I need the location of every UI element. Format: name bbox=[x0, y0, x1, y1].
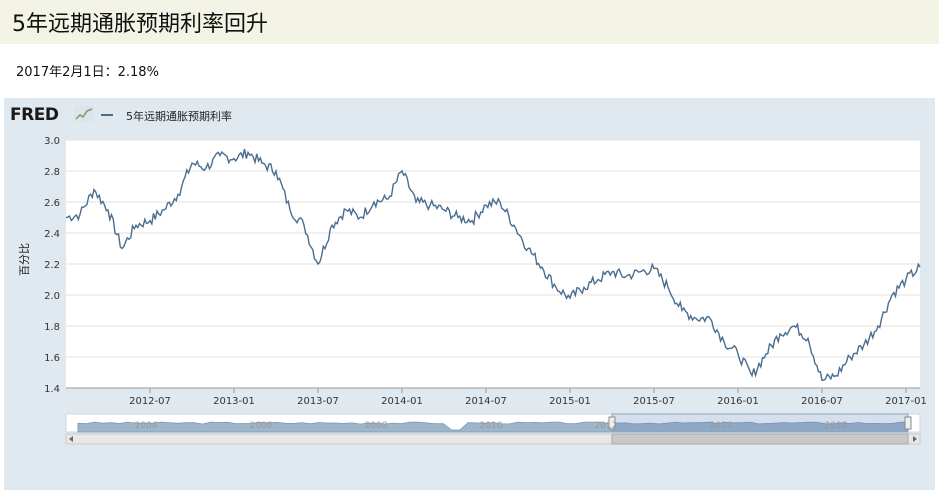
scroll-right-icon[interactable] bbox=[913, 436, 917, 442]
page-title: 5年远期通胀预期利率回升 bbox=[12, 12, 268, 37]
x-tick-label: 2015-07 bbox=[633, 396, 675, 407]
x-tick-label: 2014-01 bbox=[381, 396, 423, 407]
x-tick-label: 2013-07 bbox=[297, 396, 339, 407]
y-tick-label: 2.2 bbox=[44, 260, 60, 271]
x-tick-label: 2013-01 bbox=[213, 396, 255, 407]
navigator-year-label: 2004 bbox=[135, 421, 158, 431]
y-tick-label: 2.0 bbox=[44, 291, 60, 302]
x-tick-label: 2014-07 bbox=[465, 396, 507, 407]
legend-swatch bbox=[101, 114, 113, 116]
title-bar: 5年远期通胀预期利率回升 bbox=[0, 0, 939, 44]
scrollbar-track bbox=[65, 433, 921, 445]
fred-chart-icon bbox=[74, 106, 94, 122]
navigator-year-label: 2012 bbox=[595, 421, 618, 431]
y-tick-label: 2.4 bbox=[44, 229, 60, 240]
y-tick-label: 2.8 bbox=[44, 167, 60, 178]
navigator-year-label: 2016 bbox=[825, 421, 848, 431]
y-tick-label: 2.6 bbox=[44, 198, 60, 209]
navigator-selection[interactable] bbox=[611, 413, 909, 433]
fred-logo: FRED bbox=[10, 105, 59, 125]
legend-label: 5年远期通胀预期利率 bbox=[126, 110, 232, 123]
navigator-handle-right[interactable] bbox=[904, 416, 912, 430]
navigator-year-label: 2008 bbox=[365, 421, 388, 431]
navigator-year-label: 2006 bbox=[250, 421, 273, 431]
x-tick-label: 2017-01 bbox=[885, 396, 927, 407]
navigator-series bbox=[77, 421, 909, 433]
scroll-left-icon[interactable] bbox=[69, 436, 73, 442]
y-tick-label: 1.4 bbox=[44, 384, 60, 395]
x-tick-label: 2015-01 bbox=[549, 396, 591, 407]
x-tick-label: 2016-07 bbox=[801, 396, 843, 407]
series-line bbox=[65, 148, 921, 382]
x-tick-label: 2012-07 bbox=[129, 396, 171, 407]
navigator-year-label: 2014 bbox=[710, 421, 733, 431]
navigator-year-label: 2010 bbox=[480, 421, 503, 431]
y-tick-label: 1.6 bbox=[44, 353, 60, 364]
navigator-handle-left[interactable] bbox=[608, 416, 616, 430]
y-tick-label: 3.0 bbox=[44, 136, 60, 147]
page-subtitle: 2017年2月1日：2.18% bbox=[16, 65, 159, 80]
x-tick-label: 2016-01 bbox=[717, 396, 759, 407]
scrollbar-thumb[interactable] bbox=[611, 433, 909, 445]
y-tick-label: 1.8 bbox=[44, 322, 60, 333]
